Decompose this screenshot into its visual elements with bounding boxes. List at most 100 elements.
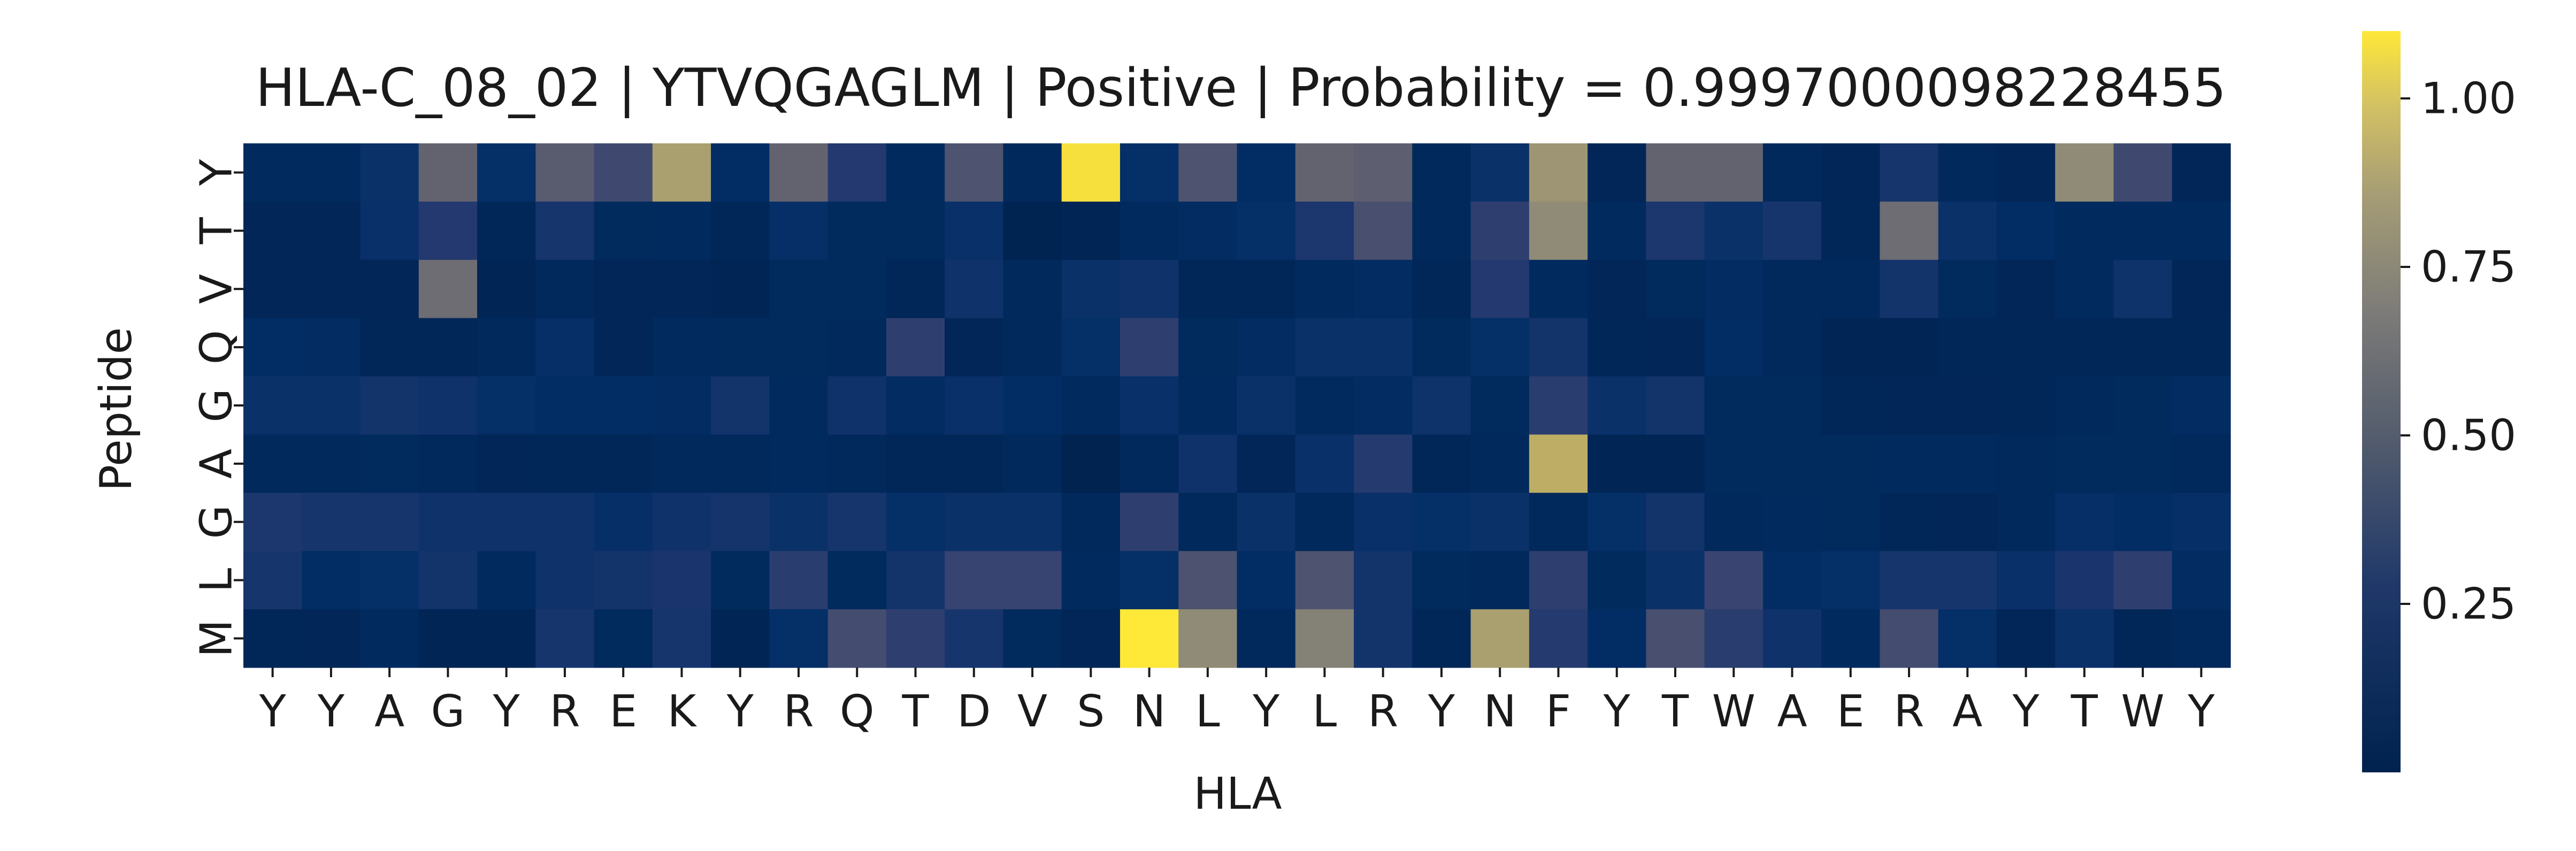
heatmap-cell [535, 201, 595, 260]
heatmap-cell [2172, 551, 2231, 610]
heatmap-cell [886, 201, 945, 260]
heatmap-cell [1646, 201, 1705, 260]
heatmap-cell [2172, 259, 2231, 319]
heatmap-cell [886, 493, 945, 551]
heatmap-cell [535, 434, 595, 493]
heatmap-cell [1996, 609, 2056, 668]
heatmap-cell [1295, 493, 1354, 551]
heatmap-cell [1412, 259, 1471, 319]
heatmap-cell [1938, 434, 1997, 493]
heatmap-cell [243, 143, 302, 202]
heatmap-cell [594, 143, 653, 202]
heatmap-cell [652, 318, 711, 377]
heatmap-cell [945, 143, 1004, 202]
heatmap-cell [1003, 493, 1062, 551]
heatmap-cell [1295, 609, 1354, 668]
x-tick-label: T [1661, 686, 1689, 737]
heatmap-cell [594, 493, 653, 551]
heatmap-cell [1178, 434, 1238, 493]
heatmap-cell [594, 259, 653, 319]
heatmap-cell [1178, 201, 1238, 260]
heatmap-cell [652, 201, 711, 260]
heatmap-cell [1120, 318, 1179, 377]
heatmap-cell [1821, 493, 1881, 551]
x-tick-label: R [549, 686, 580, 737]
heatmap-cell [1704, 259, 1764, 319]
heatmap-cell [2172, 201, 2231, 260]
heatmap-cell [243, 376, 302, 435]
heatmap-cell [1646, 493, 1705, 551]
heatmap-cell [2055, 434, 2114, 493]
colorbar-tick-label: 0.25 [2421, 579, 2516, 629]
heatmap-cell [711, 493, 770, 551]
heatmap-cell [477, 143, 536, 202]
heatmap-cell [1178, 259, 1238, 319]
heatmap-cell [535, 318, 595, 377]
heatmap-cell [2113, 201, 2173, 260]
heatmap-cell [2055, 493, 2114, 551]
x-tick-label: Y [1252, 686, 1280, 737]
heatmap-cell [1704, 434, 1764, 493]
x-tick-label: D [957, 686, 991, 737]
heatmap-cell [1470, 551, 1530, 610]
heatmap-cell [1996, 376, 2056, 435]
x-tick-label: K [668, 686, 697, 737]
heatmap-cell [360, 201, 419, 260]
heatmap-cell [2113, 143, 2173, 202]
heatmap-cell [1588, 434, 1646, 493]
heatmap-cell [1880, 551, 1939, 610]
heatmap-cell [1354, 143, 1413, 202]
heatmap-cell [360, 318, 419, 377]
heatmap-cell [769, 143, 829, 202]
heatmap-cell [477, 609, 536, 668]
heatmap-cell [1470, 434, 1530, 493]
heatmap-cell [945, 259, 1004, 319]
heatmap-cell [1003, 143, 1062, 202]
heatmap-cell [1646, 609, 1705, 668]
x-tick-label: Y [1603, 686, 1631, 737]
heatmap-cell [1354, 493, 1413, 551]
x-tick-label: E [1837, 686, 1865, 737]
heatmap-cell [1880, 609, 1939, 668]
heatmap-cell [1762, 434, 1822, 493]
x-tick-label: Y [259, 686, 287, 737]
y-axis-ticks: YTVQGAGLM [191, 158, 243, 657]
heatmap-cell [1470, 201, 1530, 260]
heatmap-cell [1938, 609, 1997, 668]
x-axis-label: HLA [1193, 769, 1282, 819]
heatmap-cell [1061, 434, 1121, 493]
heatmap-cell [1529, 434, 1588, 493]
heatmap-cell [1470, 493, 1530, 551]
x-tick-label: E [609, 686, 637, 737]
heatmap-cell [418, 318, 478, 377]
heatmap-cell [1938, 318, 1997, 377]
heatmap-cell [652, 493, 711, 551]
x-tick-label: F [1546, 686, 1571, 737]
heatmap-cell [477, 318, 536, 377]
heatmap-cell [1295, 318, 1354, 377]
heatmap-cell [1061, 259, 1121, 319]
heatmap-cell [594, 434, 653, 493]
heatmap-cell [945, 493, 1004, 551]
heatmap-cell [1003, 201, 1062, 260]
heatmap-cell [1704, 493, 1764, 551]
heatmap-cell [1237, 493, 1296, 551]
heatmap-cell [1821, 201, 1881, 260]
heatmap-cell [1237, 318, 1296, 377]
heatmap-cell [1120, 434, 1179, 493]
heatmap-cell [769, 493, 829, 551]
heatmap-cell [535, 551, 595, 610]
heatmap-cell [1412, 551, 1471, 610]
heatmap-cell [1003, 609, 1062, 668]
heatmap-cell [1470, 318, 1530, 377]
colorbar-tick-label: 1.00 [2421, 74, 2516, 124]
heatmap-cell [1354, 259, 1413, 319]
heatmap-cell [535, 143, 595, 202]
heatmap-cell [1880, 143, 1939, 202]
heatmap-cell [945, 551, 1004, 610]
heatmap-cell [1237, 376, 1296, 435]
heatmap-cell [1295, 201, 1354, 260]
heatmap-cell [1295, 143, 1354, 202]
heatmap-cell [302, 201, 361, 260]
heatmap-cell [1470, 259, 1530, 319]
